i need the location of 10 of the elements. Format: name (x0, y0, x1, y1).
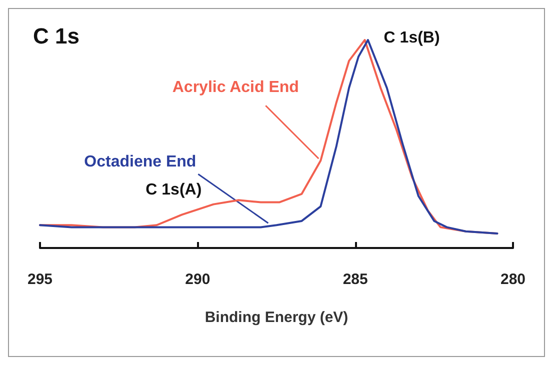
annotation: C 1s(A) (146, 182, 202, 199)
x-tick-label: 280 (500, 271, 526, 288)
annotation: C 1s(B) (384, 30, 440, 46)
x-tick-label: 295 (27, 271, 53, 288)
x-tick-label: 285 (342, 271, 368, 288)
annotation: Acrylic Acid End (172, 79, 299, 96)
x-tick-label: 290 (185, 271, 210, 288)
chart-title: C 1s (33, 24, 80, 48)
x-axis-title: Binding Energy (eV) (204, 309, 348, 326)
annotation: Octadiene End (84, 154, 196, 171)
